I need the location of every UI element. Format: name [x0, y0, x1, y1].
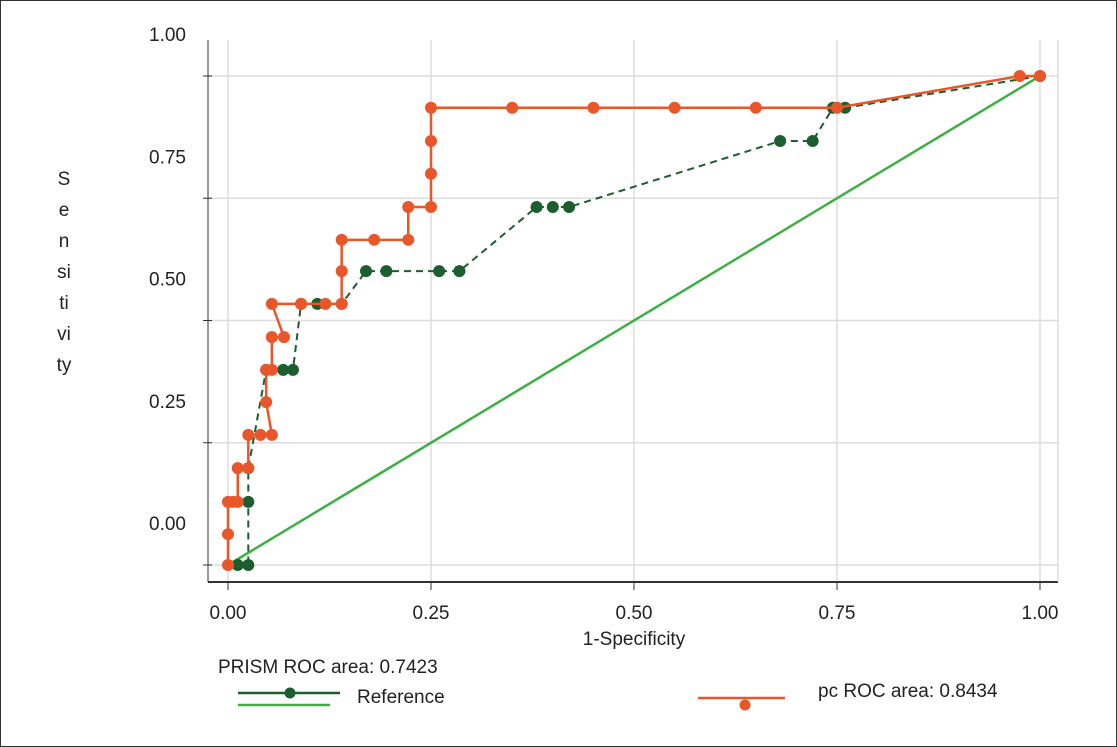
point — [231, 559, 244, 571]
point — [806, 135, 819, 148]
point — [774, 135, 787, 148]
point — [402, 201, 415, 214]
point — [668, 101, 681, 114]
point — [254, 428, 267, 441]
point — [402, 233, 415, 246]
point — [380, 265, 393, 278]
y-tick-label: 0.50 — [149, 270, 186, 291]
point — [277, 363, 290, 376]
x-axis-label: 1-Specificity — [583, 629, 686, 650]
y-tick-label: 0.00 — [149, 514, 186, 535]
y-axis-label: vi — [57, 324, 71, 345]
point — [231, 495, 244, 508]
y-axis-label: ty — [57, 355, 72, 376]
y-axis-label: ti — [59, 293, 69, 314]
legend-label: pc ROC area: 0.8434 — [818, 681, 998, 702]
point — [749, 101, 762, 114]
point — [335, 265, 348, 278]
point — [242, 462, 255, 475]
point — [242, 559, 255, 571]
point — [319, 297, 332, 310]
point — [335, 297, 348, 310]
x-tick-label: 0.00 — [210, 603, 247, 624]
point — [231, 462, 244, 475]
point — [286, 363, 299, 376]
point — [433, 265, 446, 278]
point — [506, 101, 519, 114]
point — [368, 233, 381, 246]
point — [278, 331, 291, 344]
legend-marker — [284, 687, 296, 699]
point — [242, 495, 255, 508]
y-axis-label: n — [59, 231, 70, 252]
y-axis-label: e — [59, 200, 70, 221]
y-tick-label: 0.75 — [149, 147, 186, 168]
point — [360, 265, 373, 278]
y-tick-label: 0.25 — [149, 392, 186, 413]
y-axis-label: S — [58, 169, 71, 190]
point — [1034, 70, 1046, 82]
point — [265, 428, 278, 441]
x-tick-label: 1.00 — [1022, 603, 1059, 624]
series-line — [227, 74, 1041, 567]
point — [242, 428, 255, 441]
x-tick-label: 0.25 — [413, 603, 450, 624]
point — [546, 201, 559, 214]
point — [425, 167, 437, 180]
y-tick-label: 1.00 — [149, 25, 186, 46]
point — [425, 135, 437, 148]
point — [425, 101, 437, 114]
point — [587, 101, 600, 114]
point — [260, 396, 273, 409]
point — [335, 233, 348, 246]
point — [425, 201, 437, 214]
point — [295, 297, 308, 310]
point — [222, 528, 234, 541]
point — [453, 265, 466, 278]
point — [831, 101, 843, 114]
point — [265, 363, 278, 376]
legend-marker — [739, 699, 751, 711]
x-tick-label: 0.50 — [616, 603, 653, 624]
y-axis-label: si — [57, 262, 71, 283]
point — [265, 331, 278, 344]
point — [1013, 70, 1026, 82]
point — [530, 201, 543, 214]
legend-label: Reference — [357, 687, 445, 708]
series-line — [237, 75, 1041, 566]
x-tick-label: 0.75 — [819, 603, 856, 624]
point — [222, 559, 234, 571]
legend-label: PRISM ROC area: 0.7423 — [218, 657, 438, 678]
point — [265, 297, 278, 310]
point — [563, 201, 576, 214]
